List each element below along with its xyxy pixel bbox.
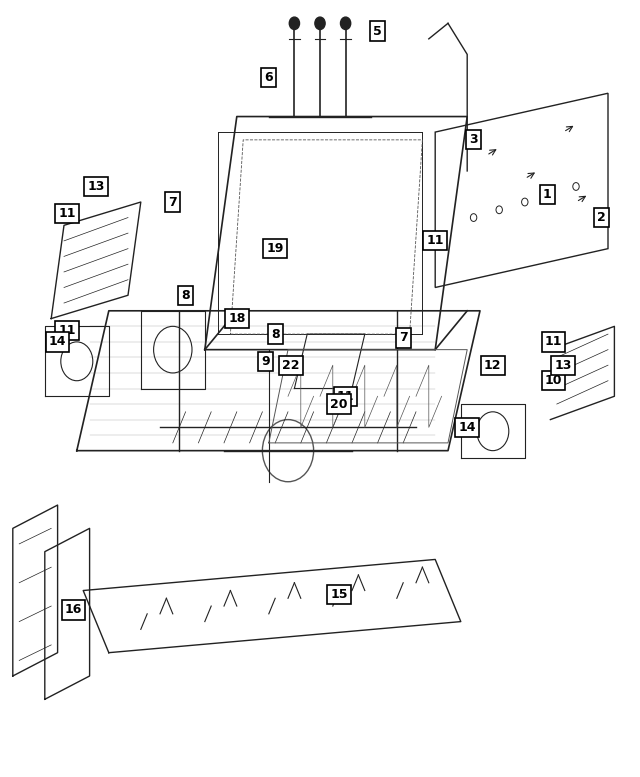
- Text: 11: 11: [58, 324, 76, 336]
- Text: 3: 3: [469, 134, 478, 146]
- Text: 14: 14: [458, 421, 476, 434]
- Text: 10: 10: [545, 375, 563, 387]
- Text: 5: 5: [373, 25, 382, 37]
- Circle shape: [340, 17, 351, 30]
- Circle shape: [315, 17, 325, 30]
- Text: 13: 13: [87, 180, 105, 193]
- Text: 11: 11: [545, 336, 563, 348]
- Text: 11: 11: [426, 235, 444, 247]
- Text: 11: 11: [58, 207, 76, 220]
- Text: 11: 11: [337, 390, 355, 402]
- Text: 14: 14: [49, 336, 67, 348]
- Text: 1: 1: [543, 188, 552, 200]
- Text: 19: 19: [266, 242, 284, 255]
- Text: 20: 20: [330, 398, 348, 410]
- Text: 18: 18: [228, 312, 246, 325]
- Text: 7: 7: [168, 196, 177, 208]
- Text: 2: 2: [597, 211, 606, 224]
- Circle shape: [289, 17, 300, 30]
- Text: 15: 15: [330, 588, 348, 601]
- Text: 7: 7: [399, 332, 408, 344]
- Text: 16: 16: [65, 604, 83, 616]
- Text: 12: 12: [484, 359, 502, 371]
- Text: 22: 22: [282, 359, 300, 371]
- Text: 8: 8: [181, 289, 190, 301]
- Text: 6: 6: [264, 71, 273, 84]
- Text: 13: 13: [554, 359, 572, 371]
- Text: 9: 9: [261, 355, 270, 368]
- Text: 8: 8: [271, 328, 280, 340]
